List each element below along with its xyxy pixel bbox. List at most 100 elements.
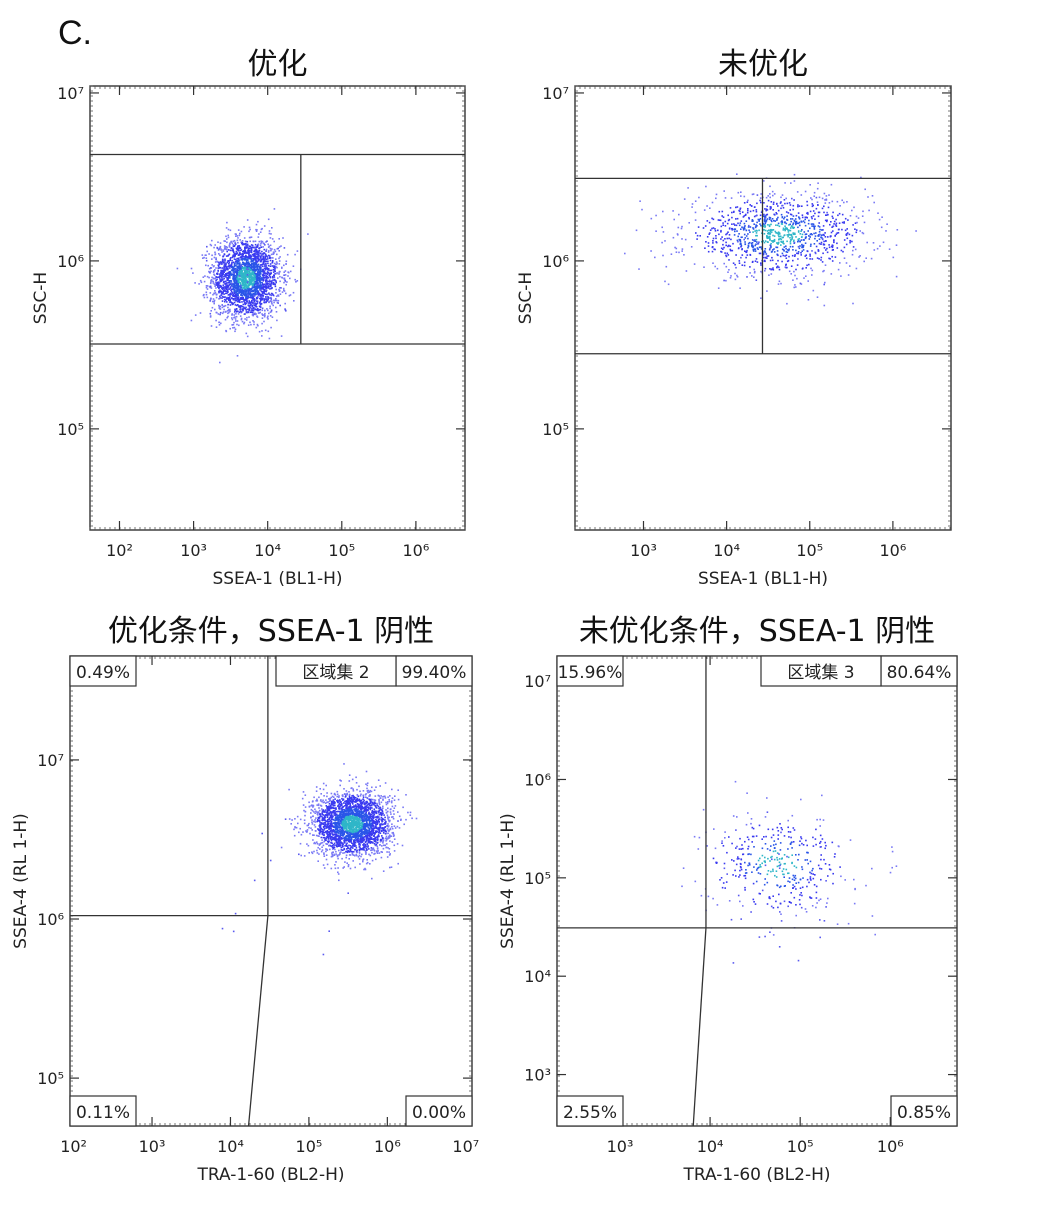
data-point: [266, 240, 268, 242]
data-point: [697, 235, 699, 237]
data-point: [777, 250, 779, 252]
data-point: [250, 247, 252, 249]
data-point: [816, 246, 818, 248]
data-point: [847, 238, 849, 240]
data-point: [789, 202, 791, 204]
data-point: [253, 310, 255, 312]
data-point: [858, 256, 860, 258]
data-point: [251, 281, 253, 283]
data-point: [233, 285, 235, 287]
data-point: [308, 845, 310, 847]
data-point: [765, 248, 767, 250]
data-point: [272, 279, 274, 281]
data-point: [836, 243, 838, 245]
data-point: [242, 292, 244, 294]
data-point: [746, 220, 748, 222]
data-point: [686, 270, 688, 272]
data-point: [748, 218, 750, 220]
data-point: [766, 257, 768, 259]
data-point: [360, 795, 362, 797]
data-point: [216, 284, 218, 286]
data-point: [778, 239, 780, 241]
data-point: [845, 234, 847, 236]
data-point: [793, 215, 795, 217]
data-point: [275, 307, 277, 309]
data-point: [339, 845, 341, 847]
data-point: [246, 285, 248, 287]
data-point: [760, 271, 762, 273]
data-point: [391, 823, 393, 825]
data-point: [797, 241, 799, 243]
data-point: [666, 266, 668, 268]
data-point: [311, 821, 313, 823]
data-point: [206, 292, 208, 294]
data-point: [282, 291, 284, 293]
data-point: [329, 849, 331, 851]
data-point: [808, 220, 810, 222]
data-point: [845, 218, 847, 220]
data-point: [694, 263, 696, 265]
data-point: [249, 291, 251, 293]
data-point: [283, 288, 285, 290]
data-point: [210, 298, 212, 300]
data-point: [304, 855, 306, 857]
x-axis-label: SSEA-1 (BL1-H): [212, 569, 342, 589]
data-point: [793, 205, 795, 207]
data-point: [250, 305, 252, 307]
data-point: [331, 802, 333, 804]
data-point: [712, 202, 714, 204]
data-point: [264, 302, 266, 304]
data-point: [239, 262, 241, 264]
y-tick-label: 10⁵: [542, 420, 569, 439]
data-point: [363, 795, 365, 797]
data-point: [219, 296, 221, 298]
data-point: [353, 790, 355, 792]
data-point: [739, 208, 741, 210]
data-point: [801, 205, 803, 207]
data-point: [708, 251, 710, 253]
data-point: [265, 264, 267, 266]
data-point: [781, 214, 783, 216]
data-point: [778, 242, 780, 244]
data-point: [257, 276, 259, 278]
data-point: [223, 260, 225, 262]
data-point: [819, 229, 821, 231]
data-point: [796, 215, 798, 217]
data-point: [215, 267, 217, 269]
data-point: [214, 252, 216, 254]
data-point: [775, 224, 777, 226]
data-point: [265, 330, 267, 332]
data-point: [793, 199, 795, 201]
data-point: [391, 826, 393, 828]
data-point: [698, 197, 700, 199]
data-point: [822, 271, 824, 273]
data-point: [238, 250, 240, 252]
data-point: [275, 289, 277, 291]
data-point: [303, 791, 305, 793]
data-point: [266, 286, 268, 288]
data-point: [722, 244, 724, 246]
data-point: [233, 262, 235, 264]
data-point: [779, 281, 781, 283]
data-point: [695, 232, 697, 234]
data-point: [257, 273, 259, 275]
data-point: [775, 231, 777, 233]
data-point: [759, 200, 761, 202]
data-point: [725, 225, 727, 227]
data-point: [358, 796, 360, 798]
data-point: [307, 829, 309, 831]
data-point: [225, 266, 227, 268]
data-point: [258, 257, 260, 259]
data-point: [386, 812, 388, 814]
minor-ticks: [90, 86, 465, 530]
data-point: [215, 259, 217, 261]
data-point: [760, 218, 762, 220]
data-point: [915, 230, 917, 232]
data-point: [271, 298, 273, 300]
data-point: [223, 309, 225, 311]
data-point: [253, 270, 255, 272]
data-point: [799, 248, 801, 250]
data-point: [755, 260, 757, 262]
data-point: [757, 194, 759, 196]
data-point: [273, 283, 275, 285]
